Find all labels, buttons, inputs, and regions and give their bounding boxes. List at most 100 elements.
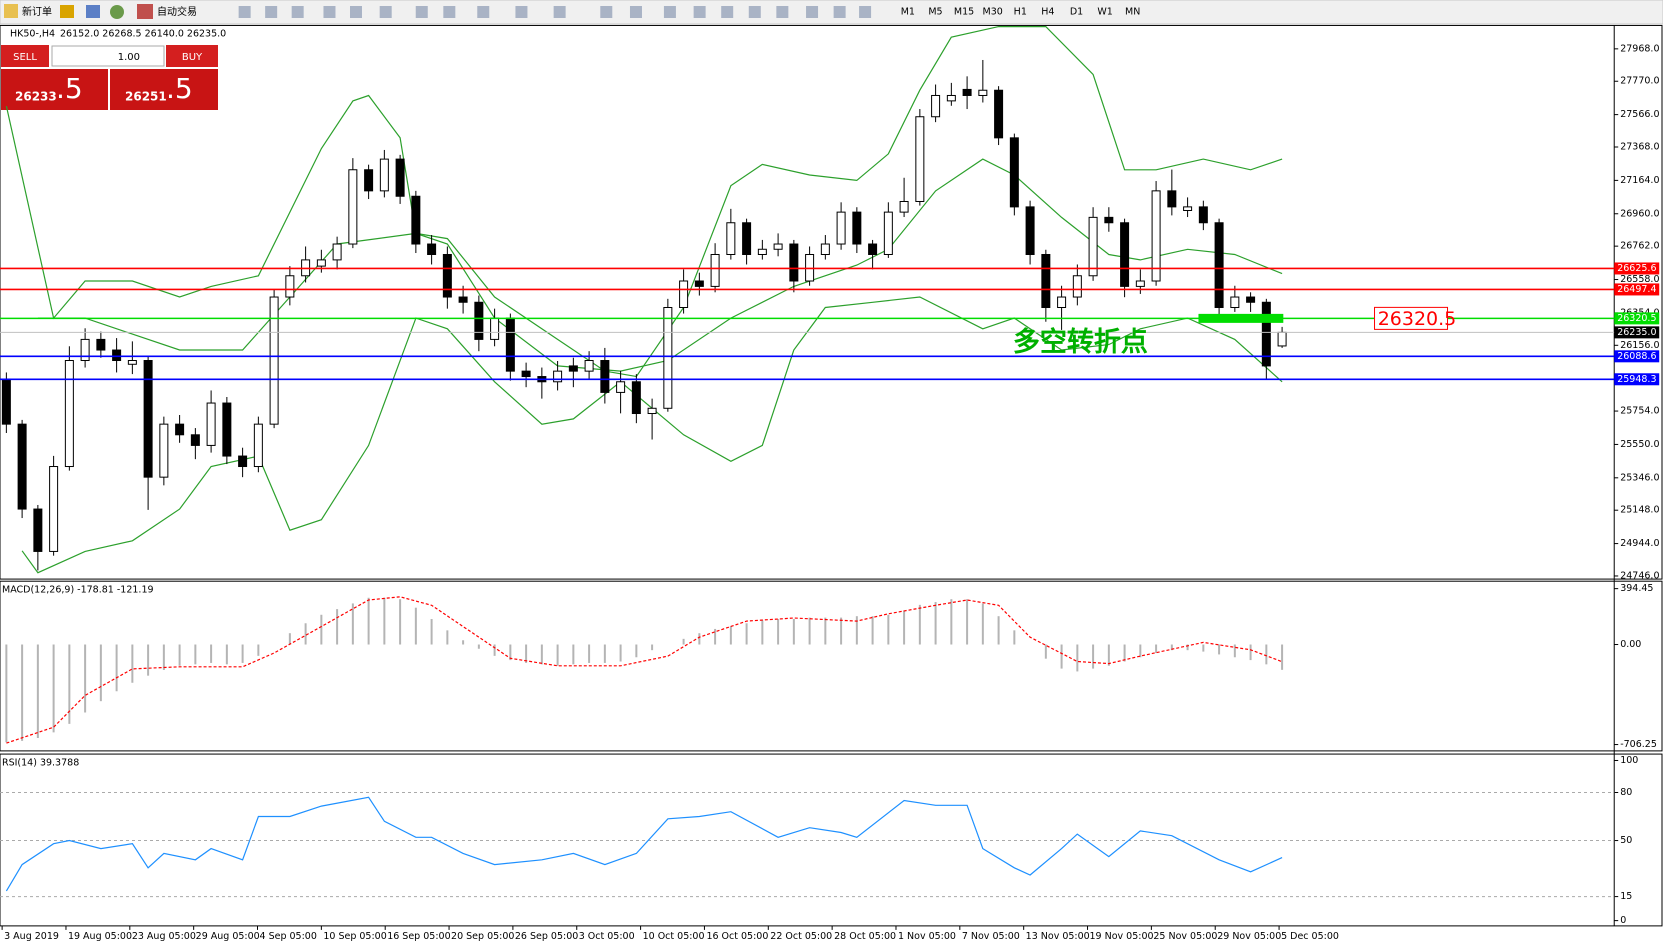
y-tick-label: 27566.0	[1620, 109, 1659, 120]
y-tick-label: 26558.0	[1620, 274, 1659, 285]
x-tick-label: 29 Aug 05:00	[196, 931, 260, 942]
candle-body	[568, 365, 578, 372]
indicator-title: RSI(14) 39.3788	[2, 758, 79, 769]
level-label-box	[1614, 283, 1660, 296]
tool-icon[interactable]	[349, 6, 362, 18]
auto-trading-icon[interactable]	[137, 4, 153, 19]
tool-icon[interactable]	[776, 6, 789, 18]
tool-icon[interactable]	[291, 6, 304, 18]
candle-body	[647, 407, 657, 415]
candle-body	[1135, 280, 1145, 287]
x-tick-label: 4 Sep 05:00	[260, 931, 317, 942]
auto-trading-button[interactable]: 自动交易	[157, 5, 197, 18]
chart-ohlc: 26152.0 26268.5 26140.0 26235.0	[60, 29, 226, 40]
level-label-box	[1614, 373, 1660, 386]
candle-body	[364, 169, 374, 192]
candle-body	[222, 402, 232, 457]
tool-icon[interactable]	[60, 5, 74, 18]
candle-body	[1088, 216, 1098, 277]
y-tick-label: 394.45	[1620, 583, 1653, 594]
y-tick-label: 26762.0	[1620, 241, 1659, 252]
y-tick-label: -706.25	[1620, 739, 1657, 750]
candle-body	[553, 370, 563, 383]
candle-body	[17, 423, 27, 510]
tool-icon[interactable]	[629, 6, 642, 18]
candle-body	[348, 169, 358, 245]
tool-icon[interactable]	[600, 6, 613, 18]
timeframe-button[interactable]: M15	[954, 7, 974, 18]
timeframe-button[interactable]: M30	[983, 7, 1003, 18]
candle-body	[1246, 296, 1256, 303]
tool-icon[interactable]	[323, 6, 336, 18]
level-label: 26497.4	[1617, 284, 1656, 295]
tool-icon[interactable]	[748, 6, 761, 18]
tool-icon[interactable]	[693, 6, 706, 18]
lot-value: 1.00	[118, 52, 140, 63]
tool-icon[interactable]	[477, 6, 490, 18]
candle-body	[112, 349, 122, 362]
candle-body	[679, 280, 689, 309]
tool-icon[interactable]	[379, 6, 392, 18]
candle-body	[1230, 296, 1240, 309]
tool-icon[interactable]	[663, 6, 676, 18]
buy-price-box[interactable]	[110, 69, 218, 110]
candle-body	[710, 253, 720, 287]
candle-body	[836, 211, 846, 245]
timeframe-button[interactable]: M1	[901, 7, 915, 18]
sell-price-box[interactable]	[1, 69, 108, 110]
sell-label: SELL	[13, 52, 37, 63]
tool-icon[interactable]	[443, 6, 456, 18]
candle-body	[584, 360, 594, 372]
x-tick-label: 29 Nov 05:00	[1217, 931, 1281, 942]
tool-icon[interactable]	[806, 6, 819, 18]
candle-body	[143, 360, 153, 478]
tool-icon[interactable]	[721, 6, 734, 18]
x-tick-label: 13 Nov 05:00	[1026, 931, 1090, 942]
timeframe-button[interactable]: D1	[1070, 7, 1083, 18]
level-label-box	[1614, 350, 1660, 363]
tool-icon[interactable]	[833, 6, 846, 18]
x-tick-label: 7 Nov 05:00	[962, 931, 1020, 942]
candle-body	[1, 378, 11, 425]
tool-icon[interactable]	[415, 6, 428, 18]
candle-body	[631, 381, 641, 415]
turning-value: 26320.5	[1378, 308, 1457, 330]
timeframe-button[interactable]: H4	[1041, 7, 1054, 18]
tool-icon[interactable]	[859, 6, 872, 18]
timeframe-button[interactable]: H1	[1014, 7, 1027, 18]
candle-body	[127, 360, 137, 365]
buy-label: BUY	[182, 52, 203, 63]
candle-body	[757, 248, 767, 255]
tool-icon[interactable]	[553, 6, 566, 18]
timeframe-button[interactable]: W1	[1097, 7, 1112, 18]
drawing-tools: M1 M5 M15 M30 H1 H4 D1 W1 MN	[238, 6, 1140, 18]
tool-icon[interactable]	[238, 6, 251, 18]
timeframe-button[interactable]: M5	[928, 7, 942, 18]
level-label: 26088.6	[1617, 351, 1656, 362]
level-label: 26320.5	[1617, 313, 1656, 324]
new-order-button[interactable]: 新订单	[22, 5, 52, 18]
y-tick-label: 27368.0	[1620, 142, 1659, 153]
tool-icon[interactable]	[265, 6, 278, 18]
timeframe-button[interactable]: MN	[1125, 7, 1140, 18]
candle-body	[474, 301, 484, 340]
candle-body	[1041, 253, 1051, 309]
bid-label: 26235.0	[1617, 327, 1656, 338]
chart-info: HK50-,H4	[10, 29, 55, 40]
candle-body	[458, 296, 468, 303]
x-tick-label: 22 Oct 05:00	[770, 931, 832, 942]
candle-body	[1025, 206, 1035, 255]
sell-button[interactable]	[1, 45, 49, 67]
tool-icon[interactable]	[110, 5, 124, 19]
tool-icon[interactable]	[86, 5, 100, 18]
y-tick-label: 0	[1620, 915, 1626, 926]
candle-body	[1167, 190, 1177, 208]
y-tick-label: 26156.0	[1620, 340, 1659, 351]
candle-body	[490, 317, 500, 340]
buy-button[interactable]	[166, 45, 218, 67]
tool-icon[interactable]	[515, 6, 528, 18]
lot-input[interactable]	[51, 45, 165, 67]
new-order-icon[interactable]	[4, 4, 18, 18]
candle-body	[175, 423, 185, 436]
